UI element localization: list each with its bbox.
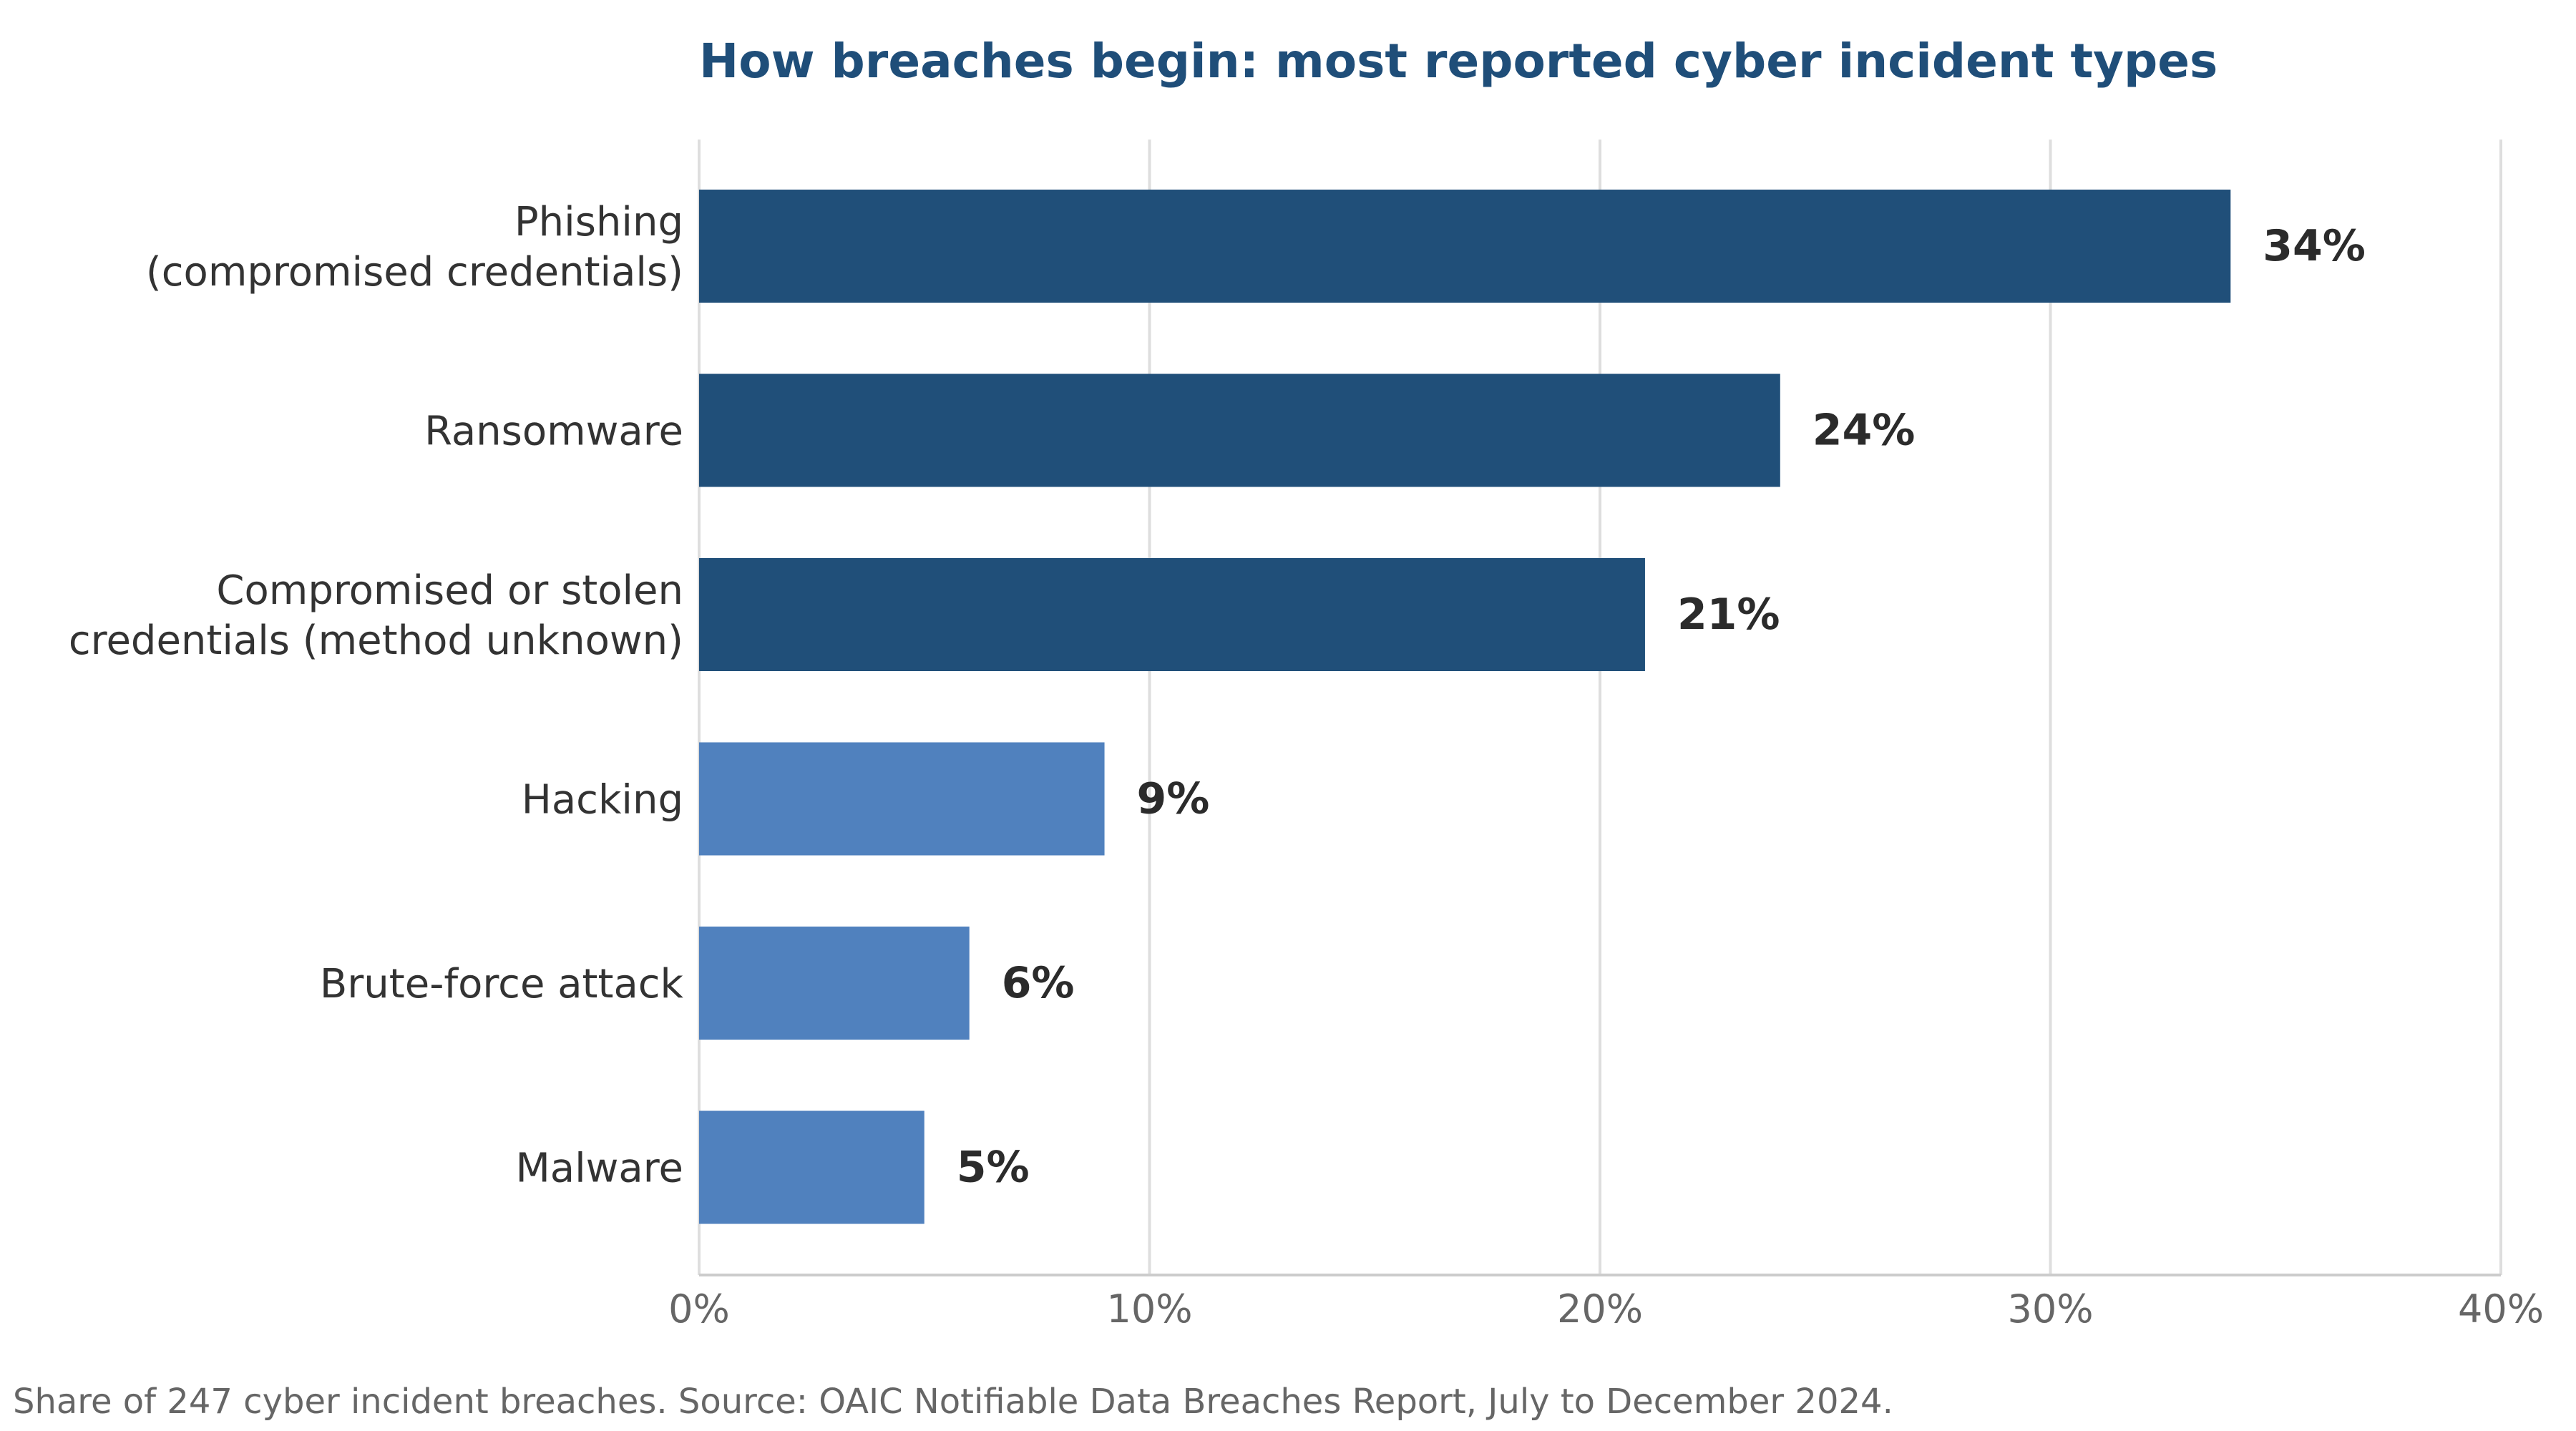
bar: [699, 742, 1105, 856]
value-label: 5%: [957, 1143, 1030, 1193]
gridlines: [698, 140, 2502, 1276]
bar: [699, 190, 2231, 303]
category-label-line: Hacking: [522, 777, 683, 824]
category-label-line: (compromised credentials): [146, 249, 683, 296]
chart-footnote: Share of 247 cyber incident breaches. So…: [13, 1382, 1893, 1422]
labels: 0% 10% 20% 30% 40% Phishing (compromised crede…: [69, 199, 2544, 1332]
category-label: Malware: [515, 1146, 683, 1192]
value-label: 6%: [1002, 958, 1075, 1008]
category-label: Ransomware: [424, 409, 683, 455]
category-label-line: credentials (method unknown): [69, 617, 683, 664]
x-tick-label: 30%: [2007, 1286, 2093, 1332]
category-label: Hacking: [522, 777, 683, 824]
category-label-line: Phishing: [514, 199, 683, 245]
category-label-line: Brute-force attack: [320, 961, 684, 1007]
bars: [699, 190, 2231, 1224]
category-label-line: Compromised or stolen: [216, 567, 683, 614]
value-label: 34%: [2263, 221, 2366, 271]
value-label: 21%: [1677, 590, 1780, 640]
value-label: 9%: [1137, 774, 1210, 824]
category-label-line: Malware: [515, 1146, 683, 1192]
category-label: Compromised or stolen credentials (method…: [69, 567, 683, 664]
chart-title: How breaches begin: most reported cyber …: [699, 34, 2218, 89]
x-tick-label: 10%: [1106, 1286, 1192, 1332]
x-tick-label: 20%: [1557, 1286, 1643, 1332]
x-tick-label: 40%: [2458, 1286, 2544, 1332]
bar: [699, 1110, 924, 1224]
bar: [699, 373, 1780, 487]
x-tick-label: 0%: [668, 1286, 730, 1332]
category-label: Phishing (compromised credentials): [146, 199, 683, 296]
bar: [699, 558, 1645, 671]
category-label: Brute-force attack: [320, 961, 684, 1007]
category-label-line: Ransomware: [424, 409, 683, 455]
value-label: 24%: [1813, 406, 1916, 456]
bar: [699, 927, 970, 1040]
